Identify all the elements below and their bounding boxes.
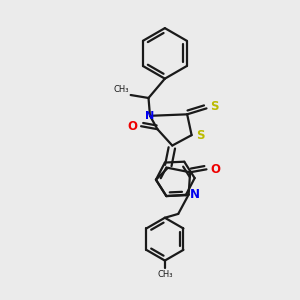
Text: O: O	[128, 120, 137, 133]
Text: CH₃: CH₃	[114, 85, 129, 94]
Text: O: O	[210, 163, 220, 176]
Text: S: S	[210, 100, 218, 113]
Text: N: N	[190, 188, 200, 201]
Text: CH₃: CH₃	[157, 270, 172, 279]
Text: N: N	[146, 111, 154, 121]
Text: S: S	[196, 129, 205, 142]
